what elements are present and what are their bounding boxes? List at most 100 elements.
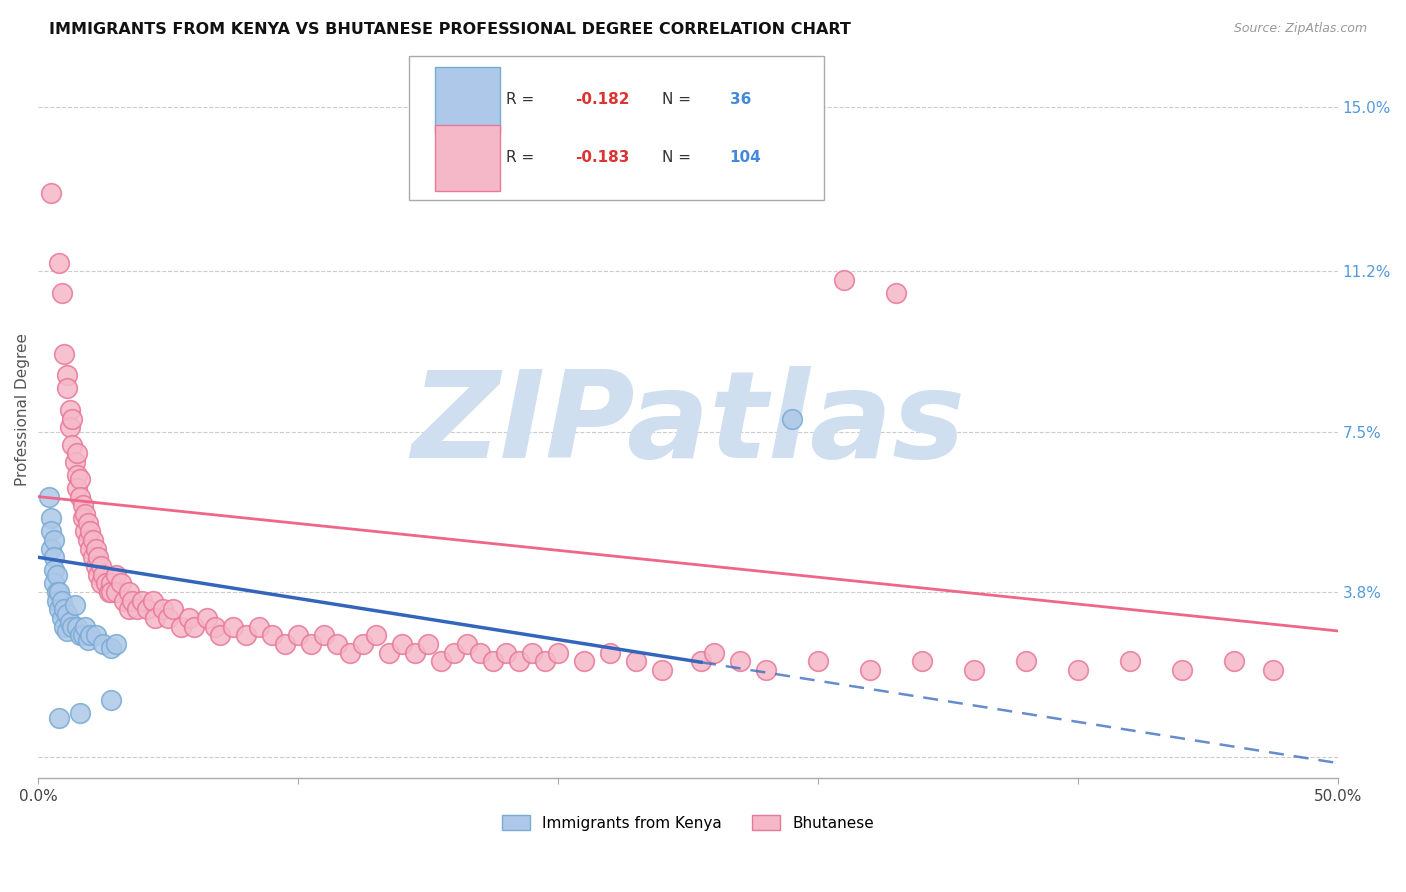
- Point: [87, 567, 110, 582]
- Point: [58, 615, 80, 630]
- Point: [195, 611, 218, 625]
- Point: [482, 654, 505, 668]
- Text: -0.183: -0.183: [575, 151, 630, 165]
- Point: [534, 654, 557, 668]
- Point: [97, 585, 120, 599]
- Point: [105, 567, 128, 582]
- Point: [56, 381, 79, 395]
- Point: [1015, 654, 1038, 668]
- Point: [339, 646, 361, 660]
- Point: [468, 646, 491, 660]
- Point: [91, 567, 114, 582]
- Point: [45, 585, 67, 599]
- Point: [42, 563, 65, 577]
- Point: [418, 637, 440, 651]
- Point: [204, 619, 226, 633]
- Point: [1171, 663, 1194, 677]
- Point: [1223, 654, 1246, 668]
- Point: [51, 593, 73, 607]
- Point: [326, 637, 349, 651]
- Point: [177, 611, 200, 625]
- Point: [84, 628, 107, 642]
- Point: [262, 628, 284, 642]
- Point: [51, 286, 73, 301]
- Point: [547, 646, 569, 660]
- Point: [287, 628, 309, 642]
- Point: [42, 576, 65, 591]
- Point: [69, 628, 91, 642]
- Point: [105, 637, 128, 651]
- Point: [110, 576, 132, 591]
- Point: [100, 641, 122, 656]
- Point: [443, 646, 465, 660]
- Point: [222, 619, 245, 633]
- Point: [48, 602, 70, 616]
- Point: [1261, 663, 1284, 677]
- Point: [66, 467, 89, 482]
- Text: R =: R =: [506, 151, 540, 165]
- Point: [118, 585, 141, 599]
- Point: [299, 637, 322, 651]
- Point: [76, 632, 98, 647]
- Point: [391, 637, 413, 651]
- Point: [520, 646, 543, 660]
- Point: [755, 663, 778, 677]
- Text: 36: 36: [730, 93, 751, 107]
- Point: [274, 637, 297, 651]
- Point: [56, 607, 79, 621]
- Point: [48, 585, 70, 599]
- Point: [100, 585, 122, 599]
- Point: [100, 576, 122, 591]
- Point: [53, 619, 76, 633]
- Point: [90, 558, 112, 573]
- Point: [430, 654, 453, 668]
- Point: [911, 654, 934, 668]
- Point: [1119, 654, 1142, 668]
- Text: N =: N =: [662, 151, 696, 165]
- Point: [69, 490, 91, 504]
- Point: [90, 576, 112, 591]
- Point: [48, 710, 70, 724]
- Point: [127, 602, 149, 616]
- Point: [41, 186, 63, 201]
- Point: [209, 628, 232, 642]
- Point: [91, 637, 114, 651]
- Point: [508, 654, 530, 668]
- Point: [76, 533, 98, 547]
- Point: [79, 524, 101, 539]
- Point: [63, 598, 86, 612]
- Point: [121, 593, 143, 607]
- Text: R =: R =: [506, 93, 540, 107]
- Point: [1067, 663, 1090, 677]
- Point: [69, 472, 91, 486]
- Point: [45, 567, 67, 582]
- Text: ZIPatlas: ZIPatlas: [411, 367, 965, 483]
- Point: [42, 533, 65, 547]
- Point: [572, 654, 595, 668]
- Point: [75, 619, 97, 633]
- Point: [82, 550, 104, 565]
- Point: [651, 663, 673, 677]
- Point: [75, 507, 97, 521]
- Point: [56, 624, 79, 638]
- Point: [60, 619, 83, 633]
- Legend: Immigrants from Kenya, Bhutanese: Immigrants from Kenya, Bhutanese: [496, 809, 880, 837]
- Point: [48, 256, 70, 270]
- FancyBboxPatch shape: [434, 125, 499, 191]
- Point: [41, 524, 63, 539]
- Point: [58, 420, 80, 434]
- Point: [152, 602, 174, 616]
- Point: [314, 628, 336, 642]
- Point: [884, 286, 907, 301]
- Point: [780, 411, 803, 425]
- Point: [703, 646, 725, 660]
- Point: [41, 511, 63, 525]
- Text: 104: 104: [730, 151, 762, 165]
- Point: [247, 619, 270, 633]
- Point: [66, 446, 89, 460]
- Point: [624, 654, 647, 668]
- Point: [72, 511, 94, 525]
- FancyBboxPatch shape: [434, 67, 499, 133]
- Point: [56, 368, 79, 383]
- Point: [136, 602, 159, 616]
